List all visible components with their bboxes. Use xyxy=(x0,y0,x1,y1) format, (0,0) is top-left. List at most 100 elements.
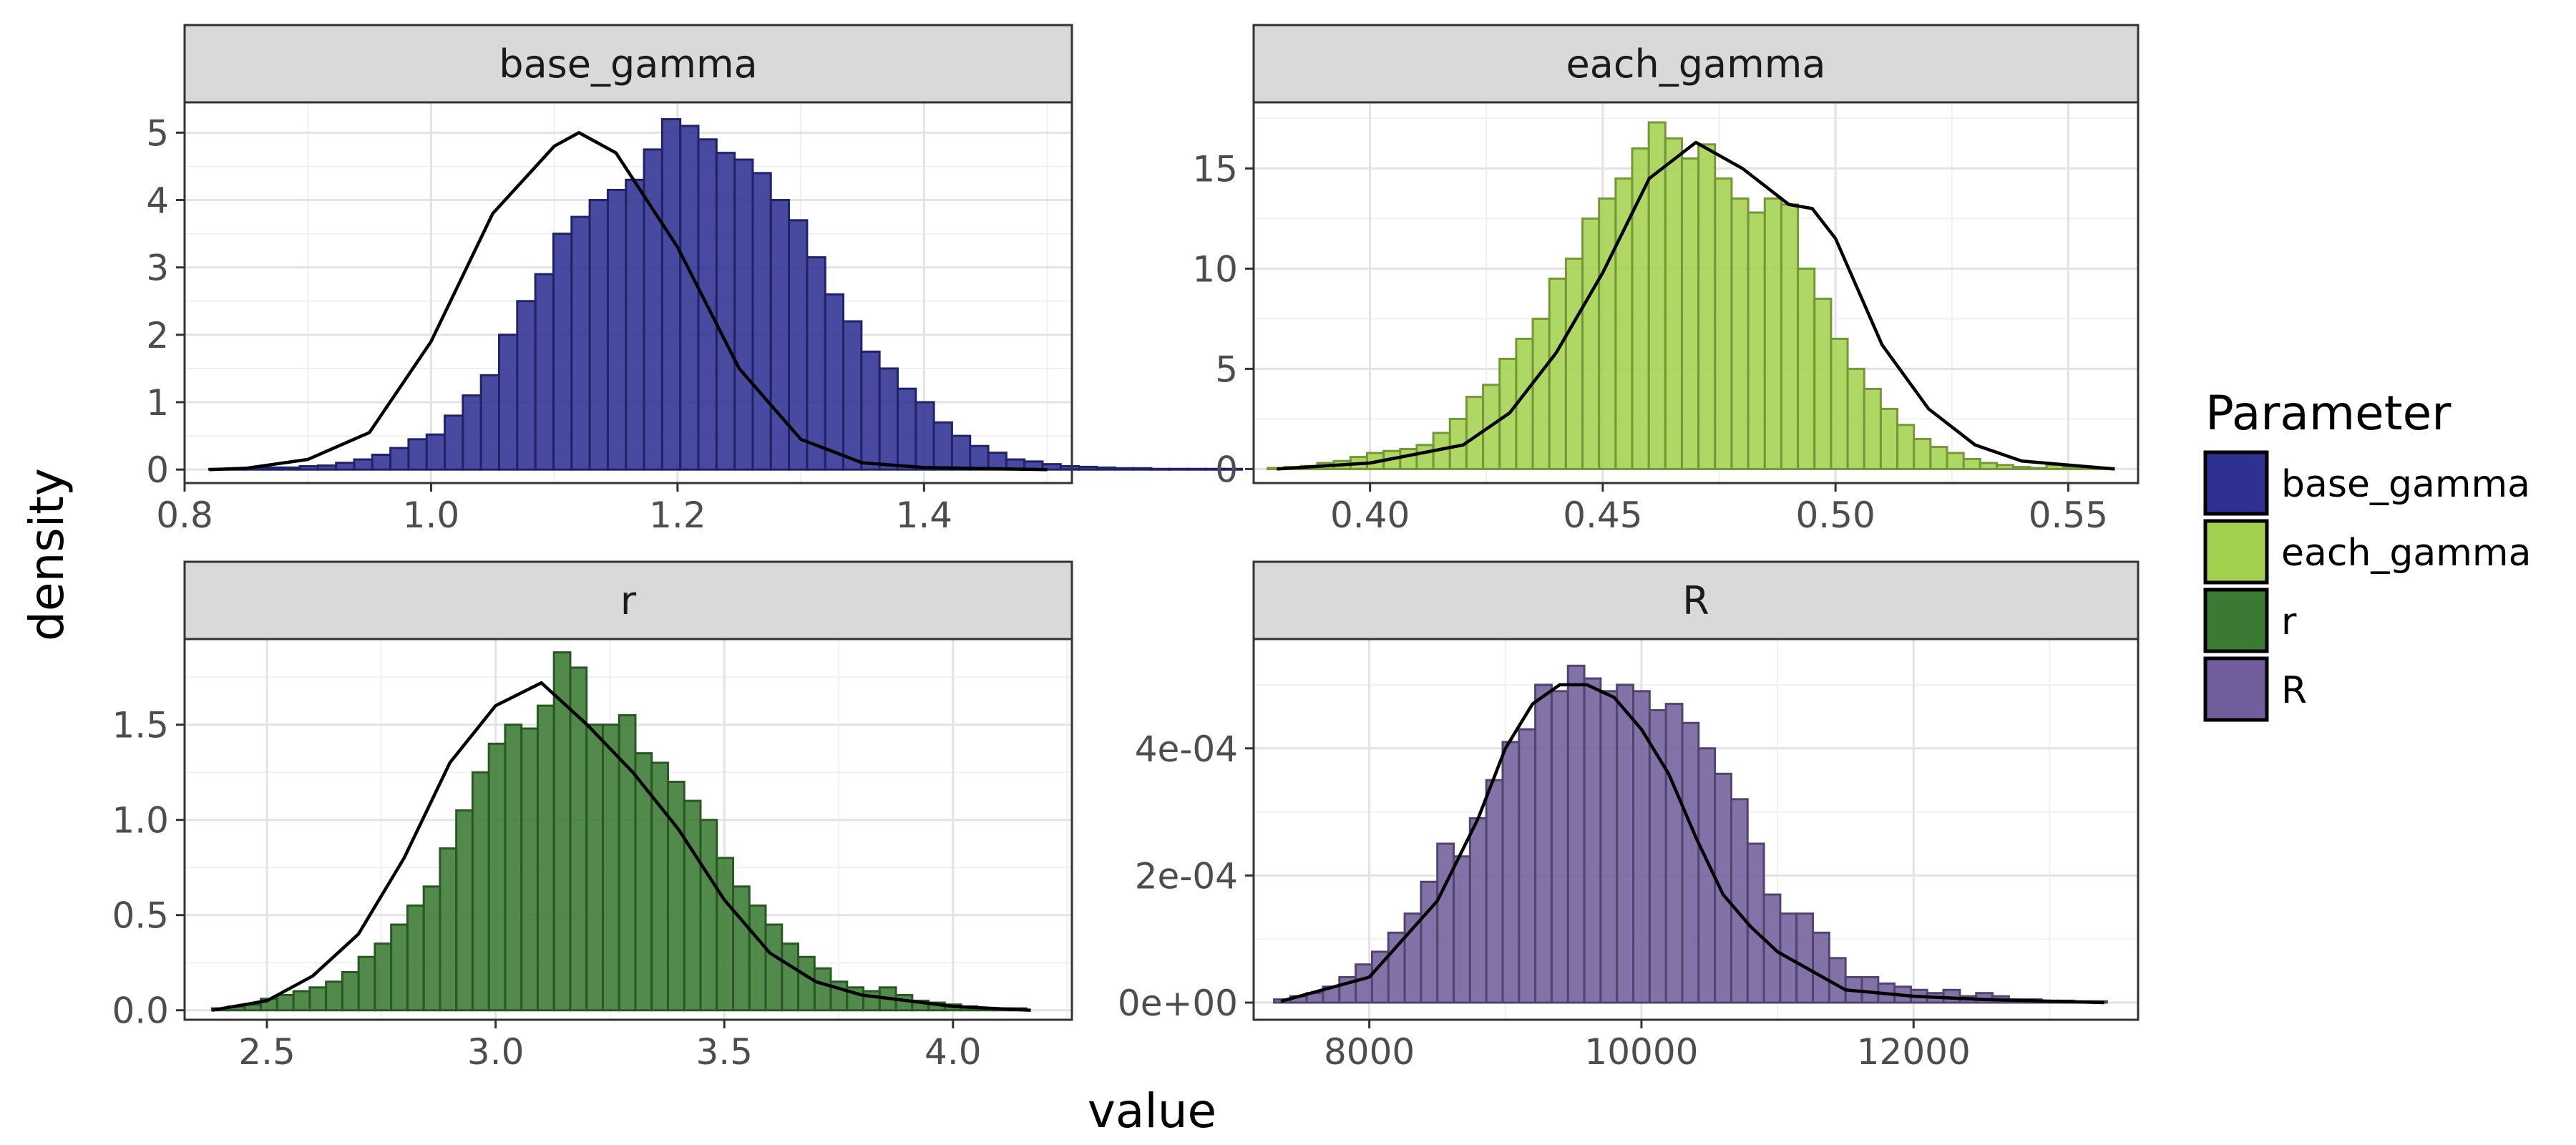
histogram-bar xyxy=(1962,457,1981,470)
density-curve xyxy=(1277,140,2115,471)
histogram-bar xyxy=(683,799,702,1012)
histogram-bar xyxy=(552,233,573,471)
histogram-bar xyxy=(1548,277,1567,470)
y-tick-label: 15 xyxy=(1192,148,1238,190)
x-tick-label: 1.4 xyxy=(896,494,953,536)
histogram-bar xyxy=(275,993,295,1012)
x-tick-label: 12000 xyxy=(1857,1031,1971,1073)
histogram-bar xyxy=(1929,446,1948,470)
y-tick-label: 2 xyxy=(146,315,169,356)
y-tick-label: 5 xyxy=(146,112,169,154)
histogram-bar xyxy=(341,971,360,1012)
histogram-bar xyxy=(374,942,393,1012)
panels-layer: base_gamma 0.8 1.0 1.2 1.4 0 1 2 3 4 5 each_gamma 0.… xyxy=(112,24,2140,1073)
x-tick-label: 4.0 xyxy=(924,1031,982,1073)
legend-swatch xyxy=(2203,450,2269,516)
histogram-bar xyxy=(1583,677,1602,1004)
histogram-bar xyxy=(1566,664,1586,1004)
histogram-bars xyxy=(210,651,1028,1012)
histogram-bar xyxy=(1616,683,1635,1004)
histogram-bar xyxy=(1059,464,1080,471)
histogram-bar xyxy=(1664,137,1683,470)
y-tick-label: 2e-04 xyxy=(1135,855,1238,897)
y-tick-label: 0.0 xyxy=(112,990,169,1032)
histogram-bar xyxy=(1614,177,1634,470)
histogram-bar xyxy=(1747,211,1766,470)
y-tick-label: 4e-04 xyxy=(1135,729,1238,770)
histogram-bar xyxy=(316,464,338,471)
histogram-bar xyxy=(1780,203,1800,470)
histogram-bar xyxy=(536,704,555,1012)
histogram-bar xyxy=(769,199,791,471)
histogram-bar xyxy=(588,199,609,471)
histogram-bar xyxy=(1599,690,1619,1004)
histogram-bar xyxy=(733,158,754,471)
legend-item-r-upper: R xyxy=(2203,656,2307,722)
histogram-bar xyxy=(1746,842,1765,1004)
histogram-bar xyxy=(1763,197,1782,470)
histogram-bar xyxy=(262,466,283,471)
histogram-bar xyxy=(520,727,539,1012)
histogram-bar xyxy=(298,464,319,471)
histogram-bar xyxy=(357,955,376,1012)
histogram-bar xyxy=(1564,257,1584,470)
x-tick-label: 0.8 xyxy=(156,494,213,536)
x-axis-title: value xyxy=(1088,1083,1216,1139)
y-tick-label: 1.5 xyxy=(112,705,169,746)
histogram-bar xyxy=(748,904,767,1012)
histogram-bar xyxy=(389,447,410,471)
x-tick-label: 0.45 xyxy=(1563,494,1642,536)
panel-border xyxy=(1252,101,2140,484)
histogram-bar xyxy=(1830,337,1849,470)
histogram-bar xyxy=(1598,197,1617,470)
histogram-bar xyxy=(1681,721,1700,1004)
histogram-bar xyxy=(950,434,972,471)
legend-item-base-gamma: base_gamma xyxy=(2203,450,2530,516)
histogram-bar xyxy=(1795,912,1815,1004)
histogram-bar xyxy=(764,923,784,1012)
histogram-bar xyxy=(439,847,458,1012)
histogram-bar xyxy=(1730,197,1750,470)
histogram-bar xyxy=(731,885,751,1012)
histogram-bar xyxy=(308,986,328,1012)
histogram-bars xyxy=(208,118,1243,471)
histogram-bar xyxy=(797,955,816,1012)
histogram-bar xyxy=(280,466,301,471)
y-tick-label: 0 xyxy=(146,449,169,491)
x-tick-label: 3.5 xyxy=(696,1031,753,1073)
histogram-bar xyxy=(534,273,555,471)
histogram-bar xyxy=(1863,387,1882,470)
histogram-bar xyxy=(715,152,736,471)
histogram-bar xyxy=(353,458,374,471)
x-tick-label: 10000 xyxy=(1584,1031,1698,1073)
histogram-bars xyxy=(1273,664,2108,1004)
legend-label: R xyxy=(2281,669,2307,712)
y-axis: 0.0 0.5 1.0 1.5 xyxy=(112,705,185,1032)
histogram-bar xyxy=(1415,444,1435,470)
histogram-bar xyxy=(325,980,343,1012)
y-tick-label: 0e+00 xyxy=(1118,983,1238,1024)
histogram-bar xyxy=(462,394,482,471)
density-curve xyxy=(1280,683,2104,1005)
facet-strip-label: base_gamma xyxy=(499,42,757,87)
histogram-bar xyxy=(425,433,447,471)
panel-r-upper: R 8000 10000 12000 0e+00 2e-04 4e-04 xyxy=(1118,560,2140,1073)
legend-swatch xyxy=(2203,519,2269,585)
histogram-bar xyxy=(1714,177,1733,470)
histogram-bar xyxy=(422,885,441,1012)
histogram-bar xyxy=(813,967,832,1012)
histogram-bar xyxy=(1501,741,1521,1004)
histogram-bar xyxy=(1797,267,1816,470)
panel-r: r 2.5 3.0 3.5 4.0 0.0 0.5 1.0 1.5 xyxy=(112,560,1073,1073)
histogram-bar xyxy=(1387,931,1406,1004)
histogram-bar xyxy=(1812,931,1830,1004)
y-tick-label: 0 xyxy=(1215,449,1238,490)
histogram-bar xyxy=(679,125,700,471)
y-axis: 0 5 10 15 xyxy=(1192,148,1254,490)
y-tick-label: 4 xyxy=(146,180,169,222)
histogram-bar xyxy=(1534,683,1553,1004)
x-tick-label: 8000 xyxy=(1324,1031,1415,1073)
y-axis: 0 1 2 3 4 5 xyxy=(146,112,185,491)
